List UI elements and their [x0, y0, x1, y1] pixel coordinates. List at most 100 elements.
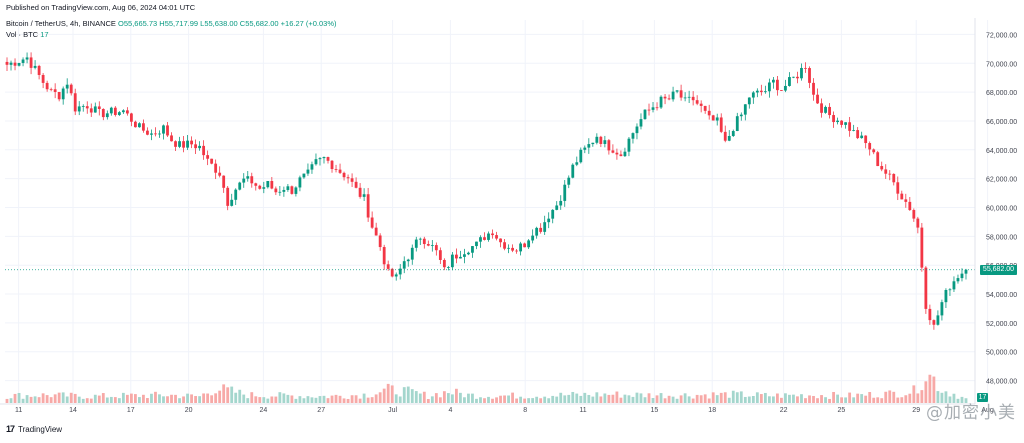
candle — [479, 235, 482, 248]
volume-bar — [426, 399, 430, 403]
candle-body — [222, 175, 226, 188]
volume-bars — [5, 374, 968, 403]
x-tick-label: 29 — [912, 407, 920, 414]
volume-bar — [125, 394, 129, 403]
candle-body — [254, 183, 258, 186]
candle — [824, 105, 827, 114]
volume-bar — [398, 396, 402, 403]
candle — [647, 103, 651, 116]
candle-body — [655, 107, 659, 109]
volume-label[interactable]: Vol · BTC — [6, 30, 39, 39]
volume-bar — [286, 394, 290, 403]
symbol-label[interactable]: Bitcoin / TetherUS, 4h, BINANCE — [6, 19, 116, 28]
volume-bar — [350, 395, 354, 403]
candle-body — [491, 233, 494, 236]
volume-bar — [743, 396, 747, 403]
last-volume-tag: 17 — [977, 393, 988, 402]
candle — [892, 173, 896, 186]
candle — [322, 156, 326, 164]
candle — [53, 83, 57, 99]
volume-bar — [840, 397, 844, 403]
candle-body — [776, 79, 779, 91]
candle — [856, 127, 860, 140]
candle-body — [719, 117, 723, 132]
candle-body — [483, 237, 486, 240]
candle-body — [812, 82, 815, 95]
x-tick-label: 27 — [317, 407, 325, 414]
volume-bar — [17, 392, 21, 403]
volume-bar — [619, 397, 623, 403]
volume-bar — [378, 392, 382, 403]
volume-bar — [270, 396, 274, 403]
candle — [603, 135, 607, 148]
candle-body — [635, 126, 639, 134]
candle — [330, 160, 334, 173]
x-tick-label: 15 — [651, 407, 659, 414]
candle — [61, 86, 65, 105]
candle — [202, 140, 206, 160]
candle — [402, 256, 406, 274]
candle-body — [948, 289, 952, 291]
volume-bar — [687, 396, 691, 403]
candle — [438, 247, 442, 265]
x-axis[interactable]: 11 14 17 20 24 27 Jul 4 8 11 15 18 22 25 29 Aug — [0, 403, 994, 414]
candle-body — [631, 133, 635, 139]
candle-body — [354, 181, 358, 188]
candle-body — [747, 97, 751, 105]
candle-body — [422, 238, 426, 245]
candle — [57, 91, 61, 102]
candle — [366, 187, 370, 222]
volume-bar — [81, 398, 85, 403]
candle — [599, 135, 603, 148]
candle-body — [940, 302, 944, 316]
volume-bar — [539, 398, 543, 403]
candle — [342, 171, 346, 181]
candle — [318, 157, 322, 166]
tradingview-logo[interactable]: 17 TradingView — [6, 424, 62, 434]
candle-body — [230, 199, 234, 206]
candle-body — [310, 164, 314, 170]
volume-bar — [234, 392, 238, 403]
volume-bar — [691, 398, 695, 403]
candle-body — [430, 245, 434, 246]
volume-bar — [788, 394, 791, 403]
candle — [908, 196, 912, 211]
volume-bar — [892, 391, 896, 403]
candle-body — [81, 106, 85, 107]
candle — [410, 244, 414, 265]
volume-bar — [555, 396, 559, 403]
candle-body — [731, 131, 735, 136]
candle — [13, 58, 17, 71]
candle — [571, 163, 575, 179]
candle-body — [792, 76, 795, 78]
volume-bar — [920, 390, 924, 403]
candle — [567, 175, 571, 189]
volume-bar — [202, 393, 206, 403]
candle-body — [21, 59, 25, 63]
volume-bar — [222, 384, 226, 403]
y-axis[interactable]: 72,000.00 70,000.00 68,000.00 66,000.00 64,0… — [974, 18, 1017, 404]
candle — [739, 112, 743, 121]
candle-body — [623, 151, 627, 157]
volume-bar — [651, 398, 655, 403]
volume-legend[interactable]: Vol · BTC 17 — [6, 30, 49, 39]
candle-body — [755, 90, 759, 93]
volume-bar — [390, 385, 394, 403]
volume-bar — [659, 393, 663, 403]
volume-bar — [792, 394, 795, 403]
candle — [286, 184, 290, 192]
volume-bar — [499, 395, 502, 403]
candle — [868, 141, 872, 156]
candle-body — [611, 150, 615, 153]
candle — [888, 170, 892, 181]
volume-bar — [735, 392, 739, 403]
symbol-legend[interactable]: Bitcoin / TetherUS, 4h, BINANCE O55,665.… — [6, 19, 337, 28]
candle — [511, 244, 514, 253]
volume-bar — [182, 396, 185, 403]
candle-body — [687, 96, 691, 98]
candle — [450, 251, 454, 271]
candle-body — [350, 178, 354, 182]
candle — [848, 116, 852, 137]
